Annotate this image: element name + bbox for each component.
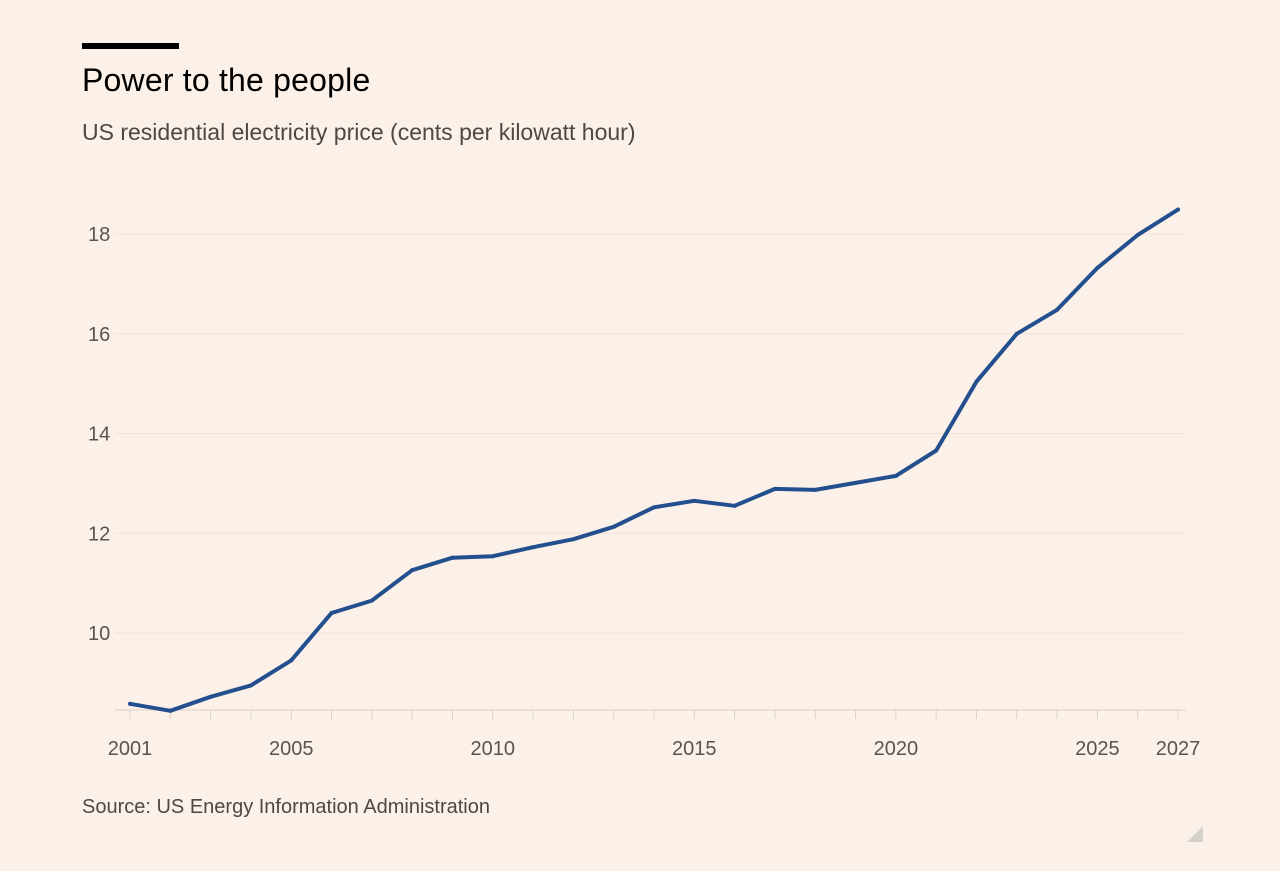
data-point xyxy=(208,694,213,699)
x-tick-label: 2027 xyxy=(1156,738,1201,760)
data-point xyxy=(450,555,455,560)
data-point xyxy=(531,545,536,550)
x-axis-labels: 2001 2005 2010 2015 2020 2025 2027 xyxy=(108,738,1201,760)
x-axis xyxy=(115,709,1186,719)
x-tick-label: 2025 xyxy=(1075,738,1120,760)
data-point xyxy=(1055,307,1060,312)
data-point xyxy=(369,598,374,603)
title-accent-bar xyxy=(82,43,179,49)
series-layer xyxy=(128,207,1180,713)
data-point xyxy=(853,480,858,485)
y-axis-labels: 10 12 14 16 18 xyxy=(88,224,110,645)
data-point xyxy=(571,537,576,542)
chart-title: Power to the people xyxy=(82,62,371,98)
y-tick-label: 10 xyxy=(88,623,110,645)
data-point xyxy=(329,611,334,616)
y-tick-label: 12 xyxy=(88,523,110,545)
x-tick-label: 2010 xyxy=(471,738,516,760)
data-point xyxy=(289,658,294,663)
x-tick-label: 2020 xyxy=(874,738,919,760)
data-point xyxy=(248,683,253,688)
y-tick-label: 16 xyxy=(88,324,110,346)
grid-lines xyxy=(115,233,1186,634)
data-point xyxy=(168,708,173,713)
data-point xyxy=(611,524,616,529)
data-point xyxy=(813,487,818,492)
data-point xyxy=(1135,232,1140,237)
data-point xyxy=(1176,207,1180,212)
x-tick-label: 2005 xyxy=(269,738,314,760)
data-point xyxy=(1014,331,1019,336)
data-point xyxy=(974,379,979,384)
resize-handle-icon[interactable] xyxy=(1187,826,1203,842)
data-point xyxy=(410,568,415,573)
data-point xyxy=(772,486,777,491)
data-point xyxy=(732,503,737,508)
chart-subtitle: US residential electricity price (cents … xyxy=(82,119,636,145)
data-point xyxy=(490,554,495,559)
y-tick-label: 14 xyxy=(88,424,110,446)
y-tick-label: 18 xyxy=(88,224,110,246)
series-line xyxy=(128,207,1180,713)
data-point xyxy=(1095,265,1100,270)
data-point xyxy=(934,448,939,453)
data-point xyxy=(652,505,656,510)
x-tick-label: 2001 xyxy=(108,738,153,760)
data-point xyxy=(893,473,898,478)
x-tick-label: 2015 xyxy=(672,738,717,760)
data-point xyxy=(128,701,132,706)
source-note: Source: US Energy Information Administra… xyxy=(82,796,490,818)
data-point xyxy=(692,498,697,503)
